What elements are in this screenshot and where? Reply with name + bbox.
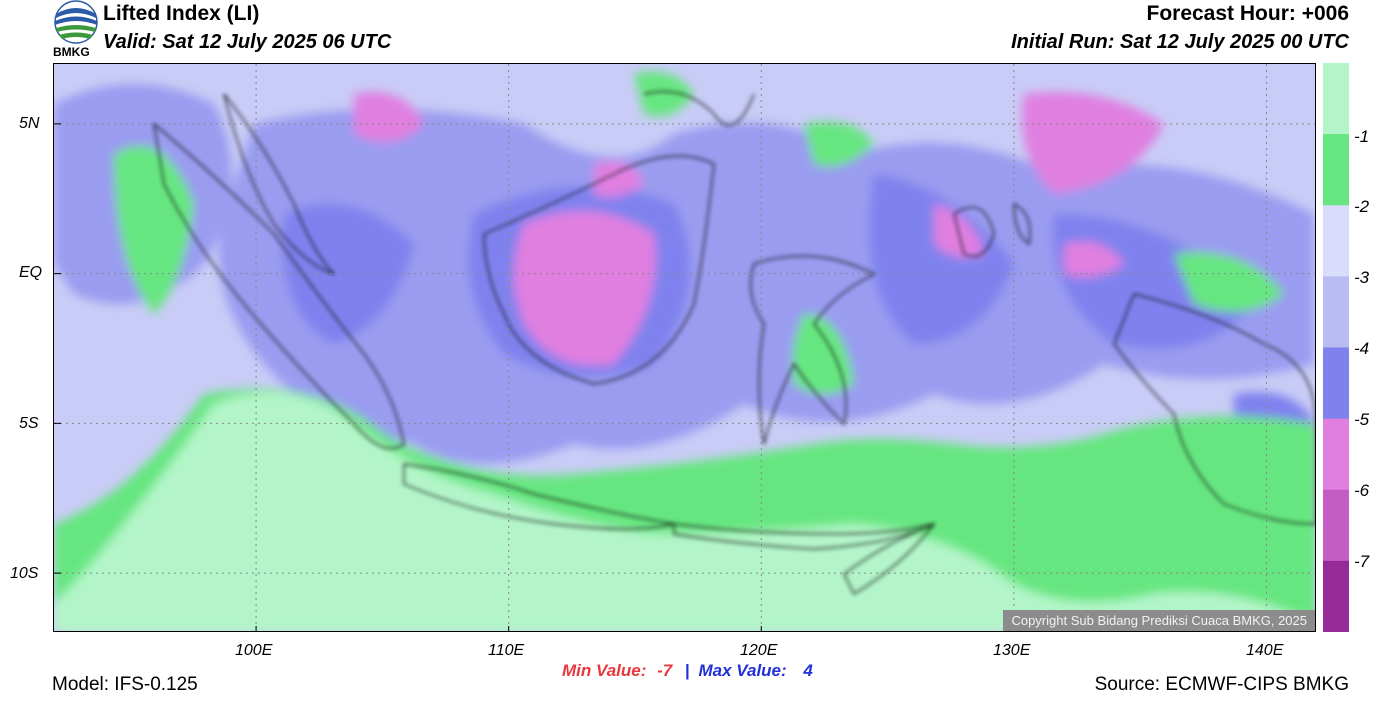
max-value: 4 — [803, 661, 813, 680]
colorbar-swatch-5 — [1323, 418, 1349, 491]
maluku-outline — [953, 206, 995, 258]
bmkg-logo: BMKG — [52, 0, 100, 60]
field-level-6e — [1064, 241, 1124, 278]
field-level-5c — [869, 174, 1014, 344]
malay-peninsula-outline — [223, 93, 335, 275]
min-value: -7 — [657, 661, 673, 680]
map-area: Copyright Sub Bidang Prediksi Cuaca BMKG… — [53, 63, 1316, 632]
model-info: Model: IFS-0.125 — [52, 674, 198, 695]
gridlines — [54, 64, 1315, 631]
colorbar-tick-5: -5 — [1354, 410, 1370, 429]
lon-label-120e: 120E — [740, 642, 778, 659]
valid-time: Valid: Sat 12 July 2025 06 UTC — [103, 31, 392, 53]
borneo-outline — [483, 155, 715, 385]
halmahera-outline — [1013, 203, 1031, 246]
bmkg-emblem-icon — [54, 0, 98, 44]
chart-title: Lifted Index (LI) — [103, 2, 260, 25]
colorbar — [1323, 63, 1349, 633]
field-level-4 — [219, 109, 1314, 464]
lon-label-100e: 100E — [235, 642, 273, 659]
lat-label-10s: 10S — [10, 565, 39, 582]
coastlines — [153, 90, 1315, 595]
max-label: Max Value: — [698, 661, 787, 680]
colorbar-tick-6: -6 — [1354, 481, 1370, 500]
colorbar-tick-1: -1 — [1354, 127, 1370, 146]
lifted-index-map — [54, 64, 1315, 631]
colorbar-swatch-4 — [1323, 347, 1349, 420]
colorbar-swatch-7 — [1323, 560, 1349, 633]
field-layers — [54, 71, 1315, 631]
source-info: Source: ECMWF-CIPS BMKG — [1094, 674, 1349, 695]
field-level-1 — [54, 392, 1315, 631]
field-level-2e — [804, 121, 874, 167]
copyright-notice: Copyright Sub Bidang Prediksi Cuaca BMKG… — [1003, 610, 1315, 631]
initial-run: Initial Run: Sat 12 July 2025 00 UTC — [1011, 31, 1349, 53]
timor-outline — [843, 522, 936, 595]
field-level-2c — [792, 314, 854, 394]
colorbar-tick-3: -3 — [1354, 268, 1370, 287]
field-level-6 — [514, 211, 656, 366]
field-level-6b — [354, 92, 424, 142]
min-max-line: Min Value: -7 | Max Value: 4 — [562, 661, 813, 681]
lon-label-110e: 110E — [488, 642, 525, 659]
colorbar-tick-7: -7 — [1354, 552, 1370, 571]
lon-label-140e: 140E — [1246, 642, 1284, 659]
philippines-outline — [643, 90, 755, 126]
field-level-6d — [934, 204, 984, 258]
colorbar-tick-4: -4 — [1354, 339, 1370, 358]
field-level-2f — [634, 71, 694, 117]
field-level-2d — [1174, 252, 1284, 312]
min-label: Min Value: — [562, 661, 647, 680]
colorbar-swatch-0 — [1323, 63, 1349, 135]
lat-label-eq: EQ — [19, 264, 43, 281]
lat-label-5s: 5S — [19, 415, 39, 432]
colorbar-tick-2: -2 — [1354, 197, 1370, 216]
logo-text: BMKG — [53, 45, 90, 59]
colorbar-swatch-1 — [1323, 134, 1349, 206]
lat-label-5n: 5N — [19, 115, 40, 132]
colorbar-swatch-3 — [1323, 276, 1349, 348]
separator: | — [684, 661, 690, 680]
colorbar-swatch-6 — [1323, 489, 1349, 562]
lon-label-130e: 130E — [993, 642, 1031, 659]
field-level-6c — [1022, 92, 1164, 194]
sumatra-outline — [153, 122, 405, 450]
colorbar-swatches — [1323, 63, 1349, 633]
forecast-hour: Forecast Hour: +006 — [1146, 2, 1350, 25]
colorbar-swatch-2 — [1323, 205, 1349, 277]
field-level-2b — [114, 145, 194, 314]
papua-outline — [1113, 293, 1315, 525]
field-level-6f — [594, 161, 644, 198]
